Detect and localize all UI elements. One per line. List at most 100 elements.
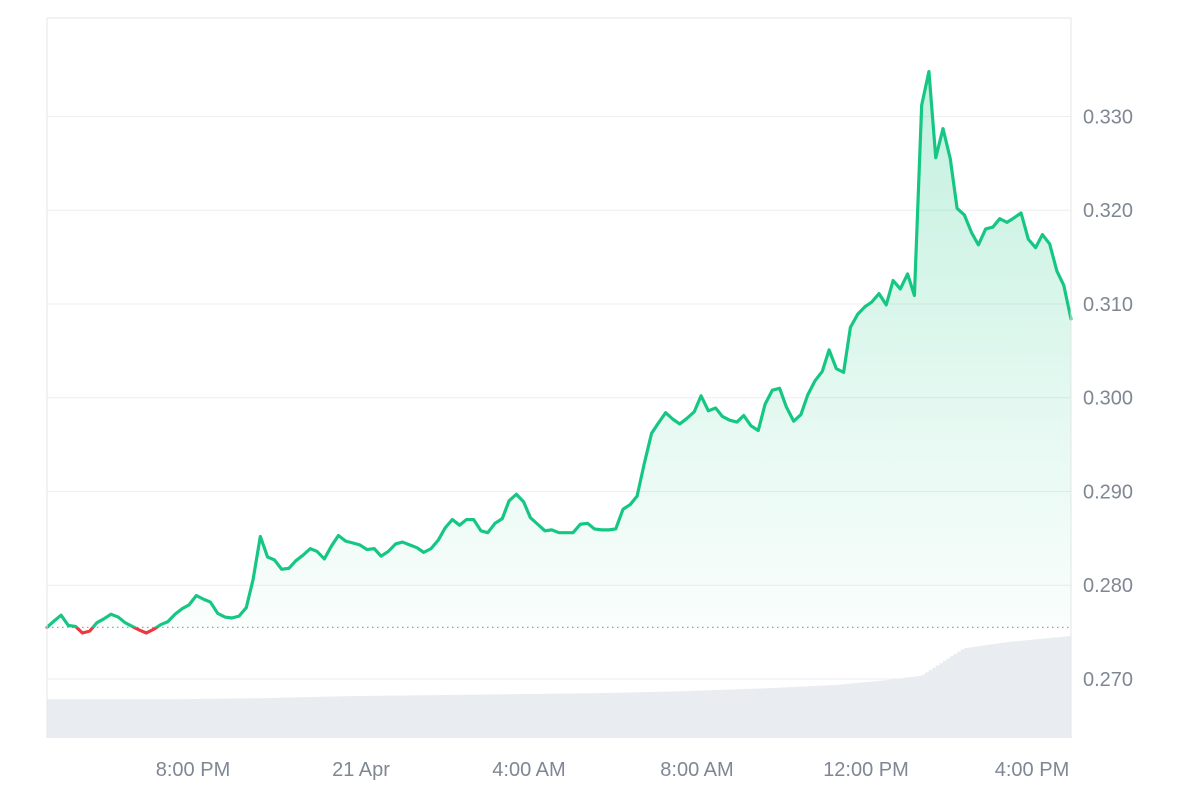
volume-bar	[274, 697, 279, 738]
volume-bar	[111, 699, 115, 738]
volume-bar	[356, 696, 361, 738]
volume-bar	[932, 667, 937, 738]
volume-bar	[658, 691, 663, 738]
volume-bar	[800, 686, 805, 738]
volume-bar	[1007, 641, 1011, 738]
volume-bar	[807, 686, 812, 738]
volume-bar	[79, 699, 83, 738]
volume-bar	[893, 678, 898, 738]
plot-frame	[46, 17, 1072, 738]
volume-bar	[509, 694, 514, 738]
volume-bar	[54, 699, 59, 738]
volume-bar	[1021, 640, 1026, 738]
volume-bar	[864, 682, 869, 738]
volume-bar	[619, 692, 624, 738]
volume-bar	[281, 697, 286, 738]
volume-bar	[832, 685, 837, 738]
volume-bar	[679, 691, 684, 738]
volume-bar	[537, 693, 542, 738]
volume-bar	[93, 699, 98, 738]
volume-bar	[107, 699, 112, 738]
volume-bar	[662, 691, 667, 738]
volume-bar	[1039, 638, 1043, 738]
volume-bar	[128, 699, 133, 738]
volume-bar	[875, 681, 880, 738]
volume-bar	[786, 687, 791, 738]
volume-bar	[313, 696, 318, 738]
volume-bar	[427, 695, 432, 738]
volume-bar	[719, 689, 723, 738]
volume-bar	[487, 694, 492, 738]
volume-bar	[825, 685, 830, 738]
price-area-up	[47, 71, 1071, 628]
volume-bar	[267, 698, 272, 738]
y-tick-label: 0.270	[1083, 669, 1133, 691]
volume-bar	[967, 647, 972, 738]
volume-bar	[829, 685, 834, 738]
x-tick-label: 4:00 AM	[492, 759, 565, 781]
volume-bar	[761, 688, 766, 738]
volume-bar	[157, 699, 162, 738]
volume-bar	[253, 698, 258, 738]
volume-bar	[1042, 638, 1047, 738]
volume-bar	[335, 696, 339, 738]
volume-bar	[743, 688, 748, 738]
x-tick-label: 8:00 PM	[156, 759, 230, 781]
volume-bar	[331, 696, 336, 738]
volume-bar	[381, 695, 386, 738]
volume-bar	[843, 684, 848, 738]
volume-bar	[295, 697, 300, 738]
volume-bar	[175, 699, 179, 738]
volume-bar	[857, 682, 862, 738]
volume-bar	[495, 694, 499, 738]
volume-bar	[231, 698, 236, 738]
volume-bar	[498, 694, 503, 738]
volume-bar	[519, 694, 524, 738]
price-line-up	[45, 69, 1073, 628]
volume-bar	[576, 693, 581, 738]
volume-bar	[377, 695, 382, 738]
volume-bar	[249, 698, 254, 738]
volume-bar	[811, 686, 816, 738]
volume-bar	[651, 691, 656, 738]
volume-bar	[477, 694, 482, 738]
volume-bar	[626, 692, 631, 738]
volume-bar	[235, 698, 240, 738]
y-tick-label: 0.310	[1083, 294, 1133, 316]
volume-bar	[285, 697, 290, 738]
y-tick-label: 0.330	[1083, 106, 1133, 128]
volume-bar	[914, 676, 919, 738]
volume-bar	[135, 699, 140, 738]
volume-bar	[406, 695, 411, 738]
volume-bar	[438, 695, 443, 738]
volume-bar	[943, 660, 947, 738]
volume-bar	[242, 698, 247, 738]
volume-bar	[775, 687, 780, 738]
volume-bar	[399, 695, 403, 738]
volume-bar	[534, 693, 539, 738]
volume-bar	[68, 699, 73, 738]
volume-bar	[246, 698, 251, 738]
volume-bar	[178, 699, 183, 738]
volume-bar	[470, 694, 475, 738]
volume-bar	[697, 690, 702, 738]
volume-bar	[224, 698, 229, 738]
volume-bar	[1067, 636, 1072, 738]
volume-bar	[985, 644, 990, 738]
volume-bar	[484, 694, 489, 738]
volume-bar	[71, 699, 76, 738]
volume-bar	[711, 690, 716, 738]
volume-bar	[214, 698, 219, 738]
volume-bar	[1017, 640, 1022, 738]
volume-bar	[758, 688, 763, 738]
volume-bar	[566, 693, 571, 738]
volume-bar	[790, 687, 795, 738]
volume-bar	[665, 691, 670, 738]
volume-bar	[1010, 641, 1015, 738]
volume-bar	[1053, 637, 1058, 738]
volume-bar	[804, 686, 809, 738]
volume-bar	[850, 683, 855, 738]
volume-bar	[598, 693, 603, 738]
